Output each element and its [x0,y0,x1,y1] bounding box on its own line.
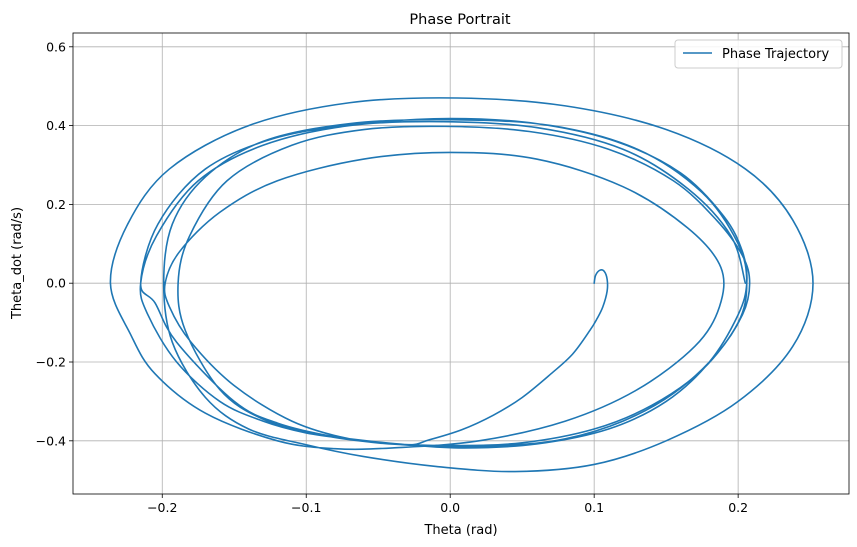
x-tick-label: 0.1 [584,500,604,515]
y-tick-label: 0.4 [46,118,66,133]
y-tick-label: −0.2 [36,355,66,370]
y-tick-label: 0.6 [46,39,66,54]
tick-layer: −0.2 −0.1 0.0 0.1 0.2 −0.4 −0.2 0.0 0.2 0.4 0.6 [36,39,748,515]
x-tick-label: −0.2 [147,500,177,515]
y-tick-label: 0.2 [46,197,66,212]
chart-title: Phase Portrait [409,12,511,28]
legend-label-phase-trajectory: Phase Trajectory [722,47,829,62]
x-tick-label: 0.0 [440,500,460,515]
legend: Phase Trajectory [674,39,843,69]
x-axis-label: Theta (rad) [423,523,497,538]
plot-frame [72,32,850,495]
legend-box [674,39,843,69]
x-tick-label: −0.1 [291,500,321,515]
series-line-phase-trajectory [109,97,814,473]
y-tick-label: −0.4 [36,433,66,448]
y-tick-label: 0.0 [46,276,66,291]
x-tick-label: 0.2 [728,500,748,515]
y-axis-label: Theta_dot (rad/s) [10,207,25,320]
plot-layer [109,97,814,473]
